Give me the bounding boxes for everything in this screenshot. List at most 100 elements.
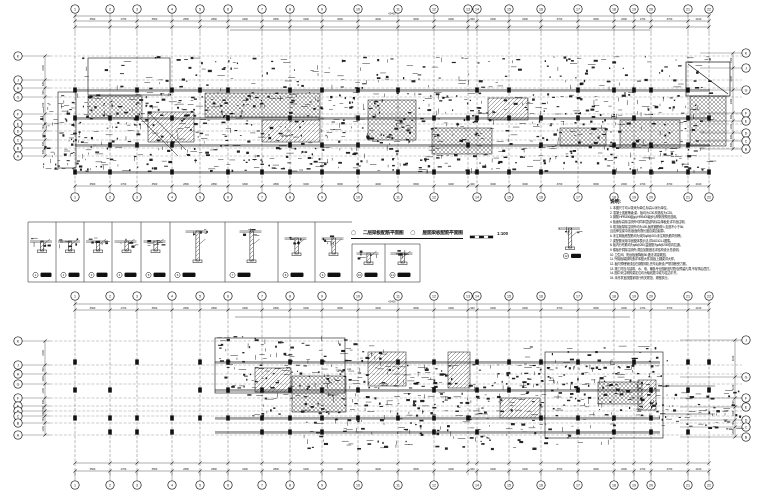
detail-caption-bubble bbox=[229, 272, 236, 278]
detail-caption bbox=[40, 272, 52, 277]
svg-text:B: B bbox=[17, 421, 20, 425]
note-line: 6. 未注明板底配筋均为双向φ8@200,未注明负筋同邻跨。 bbox=[610, 233, 684, 238]
grid-bubble bbox=[195, 291, 205, 301]
svg-text:10: 10 bbox=[356, 294, 360, 298]
svg-text:4: 4 bbox=[171, 483, 173, 487]
grid-bubble bbox=[629, 291, 639, 301]
grid-bubble bbox=[704, 291, 714, 301]
svg-text:9: 9 bbox=[321, 195, 323, 199]
grid-bubble bbox=[393, 192, 403, 202]
svg-text:3200: 3200 bbox=[303, 467, 309, 471]
svg-text:3600: 3600 bbox=[337, 306, 343, 310]
svg-text:800: 800 bbox=[730, 134, 733, 139]
svg-text:16: 16 bbox=[539, 7, 543, 11]
grid-bubble bbox=[472, 480, 482, 490]
svg-text:3600: 3600 bbox=[337, 182, 343, 186]
svg-text:3600: 3600 bbox=[593, 182, 599, 186]
svg-text:15: 15 bbox=[507, 7, 511, 11]
note-line: 4. 板面标高除注明外均同本层结构标高,降板处详平面注明。 bbox=[610, 219, 688, 224]
svg-text:2100: 2100 bbox=[696, 17, 702, 21]
svg-text:3200: 3200 bbox=[522, 17, 528, 21]
svg-text:3200: 3200 bbox=[303, 17, 309, 21]
svg-text:3200: 3200 bbox=[490, 306, 496, 310]
svg-text:11: 11 bbox=[396, 294, 400, 298]
svg-text:6: 6 bbox=[227, 483, 229, 487]
grid-bubble bbox=[573, 291, 583, 301]
detail-caption-bubble bbox=[319, 272, 326, 278]
svg-text:F: F bbox=[745, 396, 748, 400]
svg-text:3700: 3700 bbox=[667, 182, 673, 186]
svg-text:3700: 3700 bbox=[732, 355, 735, 361]
svg-text:2000: 2000 bbox=[621, 306, 627, 310]
grid-bubble bbox=[13, 83, 23, 93]
detail-caption-bubble bbox=[389, 272, 396, 278]
svg-text:4: 4 bbox=[171, 195, 173, 199]
detail-caption bbox=[237, 272, 251, 277]
svg-text:3600: 3600 bbox=[337, 17, 343, 21]
svg-text:4: 4 bbox=[171, 294, 173, 298]
grid-bubble bbox=[429, 480, 439, 490]
svg-text:K: K bbox=[17, 339, 20, 343]
svg-text:900: 900 bbox=[470, 17, 475, 21]
grid-bubble bbox=[573, 192, 583, 202]
svg-text:10: 10 bbox=[356, 7, 360, 11]
detail-caption-bubble bbox=[282, 272, 289, 278]
svg-text:D: D bbox=[17, 129, 20, 133]
svg-text:12: 12 bbox=[564, 254, 568, 258]
grid-bubble bbox=[741, 116, 751, 126]
grid-bubble bbox=[463, 4, 473, 14]
grid-bubble bbox=[646, 291, 656, 301]
grid-bubble bbox=[683, 192, 693, 202]
notes-header: 说明: bbox=[610, 200, 622, 205]
svg-text:2800: 2800 bbox=[183, 467, 189, 471]
svg-text:2700: 2700 bbox=[121, 17, 127, 21]
detail-caption-bubble bbox=[32, 272, 39, 278]
svg-text:19: 19 bbox=[632, 7, 636, 11]
scale-bar bbox=[469, 235, 494, 239]
grid-bubble bbox=[70, 480, 80, 490]
svg-text:18: 18 bbox=[612, 294, 616, 298]
grid-bubble bbox=[741, 63, 751, 73]
svg-text:2800: 2800 bbox=[211, 17, 217, 21]
note-line: 9. 楼板开洞除注明外,洞边加筋做法详结构设计总说明。 bbox=[610, 247, 682, 252]
svg-text:D: D bbox=[745, 418, 748, 422]
grid-bubble bbox=[353, 192, 363, 202]
grid-bubble bbox=[683, 480, 693, 490]
grid-bubble bbox=[629, 4, 639, 14]
grid-bubble bbox=[13, 418, 23, 428]
svg-text:12: 12 bbox=[432, 483, 436, 487]
svg-text:H: H bbox=[17, 86, 20, 90]
svg-text:1200: 1200 bbox=[730, 124, 733, 130]
svg-text:3200: 3200 bbox=[303, 306, 309, 310]
svg-text:7: 7 bbox=[261, 483, 263, 487]
svg-text:3400: 3400 bbox=[242, 17, 248, 21]
svg-text:4000: 4000 bbox=[375, 306, 381, 310]
svg-text:3600: 3600 bbox=[593, 17, 599, 21]
svg-text:2: 2 bbox=[109, 195, 111, 199]
svg-text:2: 2 bbox=[109, 483, 111, 487]
detail-caption bbox=[124, 272, 137, 277]
note-line: 且应伸至梁中线;板面负筋长度自梁边起算。 bbox=[610, 229, 667, 234]
svg-text:2: 2 bbox=[109, 7, 111, 11]
grid-bubble bbox=[646, 480, 656, 490]
svg-text:3700: 3700 bbox=[667, 467, 673, 471]
bottom-plan: 1 2 3 4 5 6 7 8 9 10 11 12 13 14 15 16 17 18 19 20 21 2263400… bbox=[13, 291, 751, 490]
grid-bubble bbox=[132, 4, 142, 14]
svg-text:22: 22 bbox=[707, 7, 711, 11]
svg-text:3600: 3600 bbox=[593, 306, 599, 310]
svg-text:G: G bbox=[745, 375, 748, 379]
svg-text:11: 11 bbox=[396, 7, 400, 11]
svg-text:K: K bbox=[745, 51, 748, 55]
svg-text:21: 21 bbox=[686, 294, 690, 298]
svg-text:14: 14 bbox=[475, 294, 479, 298]
svg-text:2400: 2400 bbox=[42, 65, 45, 71]
note-line: 10. 卫生间、阳台板面降板50,做法详建筑图。 bbox=[610, 252, 669, 257]
svg-text:3500: 3500 bbox=[90, 182, 96, 186]
svg-text:2000: 2000 bbox=[621, 467, 627, 471]
svg-text:3400: 3400 bbox=[448, 17, 454, 21]
note-line: 7. 梁配筋采用平面整体表示法,详16G101-1图集。 bbox=[610, 238, 673, 243]
detail-caption bbox=[68, 272, 80, 277]
grid-bubble bbox=[285, 291, 295, 301]
svg-text:19: 19 bbox=[632, 294, 636, 298]
svg-text:1700: 1700 bbox=[640, 306, 646, 310]
